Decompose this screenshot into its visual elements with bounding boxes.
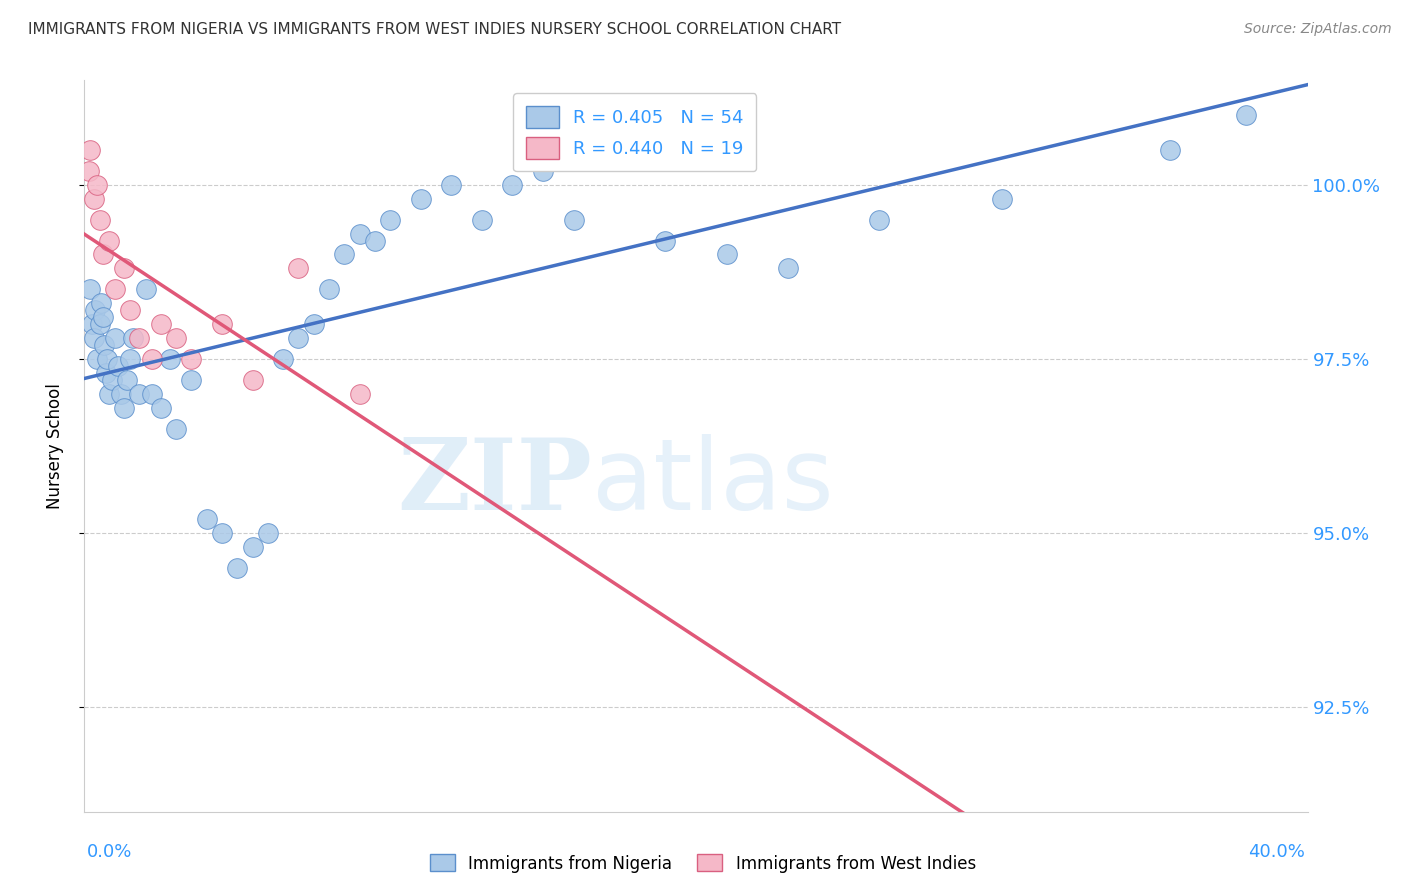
Point bbox=[471, 212, 494, 227]
Point bbox=[380, 212, 402, 227]
Point bbox=[104, 282, 127, 296]
Point bbox=[562, 212, 585, 227]
Point bbox=[287, 261, 309, 276]
Point bbox=[115, 373, 138, 387]
Text: Source: ZipAtlas.com: Source: ZipAtlas.com bbox=[1244, 22, 1392, 37]
Point bbox=[79, 282, 101, 296]
Point bbox=[79, 143, 101, 157]
Point bbox=[101, 373, 124, 387]
Point bbox=[112, 261, 135, 276]
Text: 40.0%: 40.0% bbox=[1249, 843, 1305, 861]
Point bbox=[112, 401, 135, 415]
Y-axis label: Nursery School: Nursery School bbox=[45, 383, 63, 509]
Point bbox=[349, 227, 371, 241]
Point bbox=[502, 178, 524, 192]
Point bbox=[159, 351, 181, 366]
Point bbox=[318, 282, 340, 296]
Point bbox=[120, 303, 142, 318]
Point bbox=[302, 317, 325, 331]
Point bbox=[94, 366, 117, 380]
Point bbox=[195, 512, 218, 526]
Point bbox=[869, 212, 891, 227]
Point bbox=[141, 351, 163, 366]
Point bbox=[349, 386, 371, 401]
Point bbox=[149, 401, 172, 415]
Point bbox=[242, 373, 264, 387]
Point bbox=[86, 178, 108, 192]
Point bbox=[80, 317, 103, 331]
Point bbox=[107, 359, 129, 373]
Point bbox=[333, 247, 356, 261]
Point bbox=[89, 212, 111, 227]
Point bbox=[242, 540, 264, 554]
Legend: Immigrants from Nigeria, Immigrants from West Indies: Immigrants from Nigeria, Immigrants from… bbox=[423, 847, 983, 880]
Point bbox=[165, 331, 187, 345]
Point bbox=[226, 561, 249, 575]
Point bbox=[991, 192, 1014, 206]
Point bbox=[180, 351, 202, 366]
Point bbox=[165, 421, 187, 435]
Point bbox=[104, 331, 127, 345]
Point bbox=[364, 234, 387, 248]
Point bbox=[287, 331, 309, 345]
Point bbox=[716, 247, 738, 261]
Point bbox=[97, 386, 120, 401]
Point bbox=[1159, 143, 1181, 157]
Point bbox=[211, 526, 233, 541]
Point bbox=[149, 317, 172, 331]
Point bbox=[83, 192, 105, 206]
Point bbox=[110, 386, 132, 401]
Text: 0.0%: 0.0% bbox=[87, 843, 132, 861]
Point bbox=[77, 164, 100, 178]
Point bbox=[409, 192, 432, 206]
Point bbox=[135, 282, 157, 296]
Point bbox=[257, 526, 280, 541]
Point bbox=[1236, 108, 1258, 122]
Point bbox=[90, 296, 112, 310]
Point bbox=[84, 303, 107, 318]
Point bbox=[128, 331, 150, 345]
Point bbox=[776, 261, 799, 276]
Point bbox=[93, 338, 115, 352]
Point bbox=[122, 331, 145, 345]
Point bbox=[83, 331, 105, 345]
Point bbox=[141, 386, 163, 401]
Point bbox=[271, 351, 294, 366]
Point bbox=[609, 143, 631, 157]
Legend: R = 0.405   N = 54, R = 0.440   N = 19: R = 0.405 N = 54, R = 0.440 N = 19 bbox=[513, 93, 756, 171]
Point bbox=[180, 373, 202, 387]
Text: IMMIGRANTS FROM NIGERIA VS IMMIGRANTS FROM WEST INDIES NURSERY SCHOOL CORRELATIO: IMMIGRANTS FROM NIGERIA VS IMMIGRANTS FR… bbox=[28, 22, 841, 37]
Point bbox=[128, 386, 150, 401]
Point bbox=[86, 351, 108, 366]
Point bbox=[654, 234, 676, 248]
Point bbox=[89, 317, 111, 331]
Point bbox=[120, 351, 142, 366]
Point bbox=[91, 310, 114, 325]
Text: ZIP: ZIP bbox=[396, 434, 592, 531]
Point bbox=[211, 317, 233, 331]
Point bbox=[531, 164, 554, 178]
Point bbox=[91, 247, 114, 261]
Point bbox=[97, 234, 120, 248]
Text: atlas: atlas bbox=[592, 434, 834, 531]
Point bbox=[440, 178, 463, 192]
Point bbox=[96, 351, 118, 366]
